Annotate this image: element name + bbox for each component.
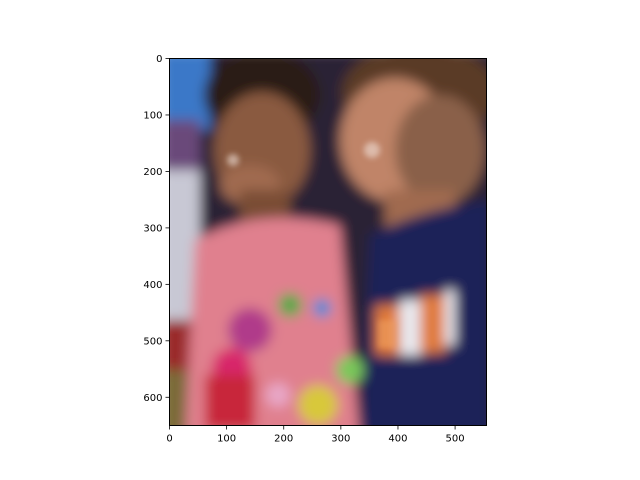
x-tick-label: 300	[331, 434, 350, 445]
x-tick-label: 500	[446, 434, 465, 445]
y-tick-label: 500	[143, 336, 162, 347]
x-axis-ticks: 0 100 200 300 400 500	[166, 425, 465, 445]
image-plot	[169, 58, 487, 426]
y-tick-label: 200	[143, 167, 162, 178]
x-tick-label: 0	[166, 434, 172, 445]
y-tick-label: 300	[143, 223, 162, 234]
y-tick-label: 600	[143, 393, 162, 404]
x-tick-label: 200	[274, 434, 293, 445]
x-tick-label: 100	[217, 434, 236, 445]
y-tick-label: 0	[156, 54, 162, 65]
y-tick-label: 400	[143, 280, 162, 291]
y-axis-ticks: 0 100 200 300 400 500 600	[143, 54, 170, 404]
y-tick-label: 100	[143, 110, 162, 121]
x-tick-label: 400	[388, 434, 407, 445]
axes-frame	[169, 58, 487, 426]
